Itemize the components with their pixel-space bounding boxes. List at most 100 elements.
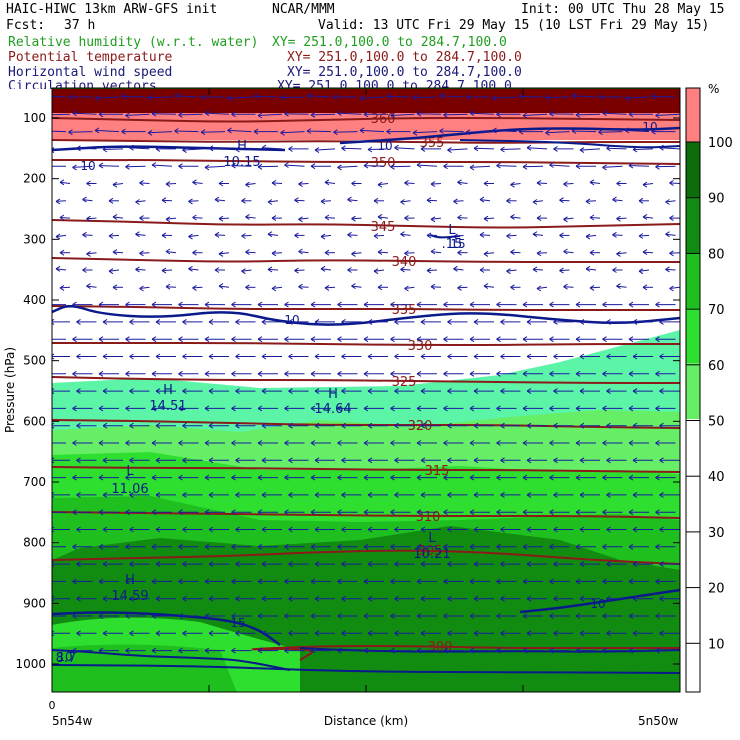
circulation-vector [628,165,650,167]
circulation-vector-head [469,647,475,654]
circulation-vector-head [129,491,134,498]
circulation-vector [373,269,385,272]
circulation-vector [165,251,177,254]
extremum-marker: H [328,387,338,402]
y-tick-label: 900 [23,596,46,610]
circulation-vector [102,148,124,150]
circulation-vector-head [165,248,171,255]
circulation-vector-head [602,647,607,654]
circulation-vector-head [367,388,373,395]
circulation-vector-head [72,440,77,446]
circulation-vector-head [231,370,236,377]
circulation-vector [483,252,495,255]
circulation-vector-head [632,526,638,533]
circulation-vector-head [602,301,607,308]
circulation-vector-head [420,491,426,498]
circulation-vector [394,147,415,150]
colorbar-band [686,419,700,692]
circulation-vector [82,199,93,202]
circulation-vector-head [214,231,220,238]
circulation-vector-head [386,128,391,135]
circulation-vector-head [231,613,236,619]
circulation-vector-head [98,405,104,412]
theta-contour [52,549,680,565]
field-xy-vectors: XY= 251.0,100.0 to 284.7,100.0 [277,80,512,89]
circulation-vector-head [261,457,267,464]
circulation-vector [208,147,230,150]
circulation-vector-head [373,197,379,204]
circulation-vector [86,285,97,288]
circulation-vector-head [669,250,674,257]
circulation-vector-head [129,457,134,464]
circulation-vector-head [245,249,250,256]
circulation-vector-head [72,301,77,308]
circulation-vector-head [341,457,346,464]
circulation-vector [324,181,336,184]
circulation-vector [492,96,517,99]
circulation-vector-head [363,162,369,169]
circulation-vector-head [443,509,448,516]
circulation-vector-head [125,370,130,377]
circulation-vector [443,113,468,116]
circulation-vector-head [161,267,167,274]
circulation-vector-head [129,144,134,151]
circulation-vector-head [341,353,346,360]
theta-label: 305 [418,544,443,559]
circulation-vector-head [151,613,157,619]
circulation-vector-head [500,595,505,602]
circulation-vector-head [598,94,603,100]
circulation-vector-head [125,647,130,654]
circulation-vector-head [284,370,289,377]
circulation-vector-head [655,370,660,377]
circulation-vector-head [76,318,81,325]
circulation-vector [108,269,120,272]
circulation-vector-head [606,353,611,360]
colorbar-tick-label: 40 [708,470,725,485]
circulation-vector-head [522,440,528,446]
circulation-vector-head [46,510,50,515]
circulation-vector [536,252,548,254]
circulation-vector-head [420,388,426,395]
field-name-rh: Relative humidity (w.r.t. water) [8,35,259,50]
circulation-vector [52,130,67,133]
circulation-vector-head [669,215,674,222]
circulation-vector-head [377,249,383,256]
circulation-vector-head [655,613,660,619]
circulation-vector-head [231,509,236,516]
circulation-vector-head [155,457,161,464]
circulation-vector-head [416,474,422,481]
circulation-vector-head [465,129,471,136]
circulation-vector [284,164,305,167]
circulation-vector-head [390,578,395,585]
circulation-vector-head [665,231,670,238]
circulation-vector-head [261,561,267,568]
circulation-vector-head [280,129,285,136]
circulation-vector [294,199,305,202]
circulation-vector-head [496,301,501,308]
circulation-vector-head [416,301,422,308]
circulation-vector [559,269,570,272]
circulation-vector [337,112,362,115]
circulation-vector-head [496,370,501,377]
circulation-vector-head [377,181,383,188]
circulation-vector-head [367,318,373,325]
forecast-label: Fcst: [6,18,46,33]
circulation-vector-head [257,370,263,377]
circulation-vector [571,95,597,98]
extremum-value: .15 [442,237,463,252]
circulation-vector-head [632,388,638,395]
circulation-vector-head [151,509,157,516]
circulation-vector-head [204,110,210,117]
theta-contour [52,341,680,347]
circulation-vector-head [394,353,399,360]
circulation-vector [536,182,548,184]
circulation-vector-head [659,457,664,464]
circulation-vector-head [218,215,224,222]
circulation-vector-head [182,491,187,498]
circulation-vector-head [337,543,342,550]
circulation-vector [612,234,623,236]
circulation-vector-head [341,526,346,533]
circulation-vector [192,181,203,184]
circulation-vector-head [632,491,638,498]
circulation-vector [665,268,676,271]
